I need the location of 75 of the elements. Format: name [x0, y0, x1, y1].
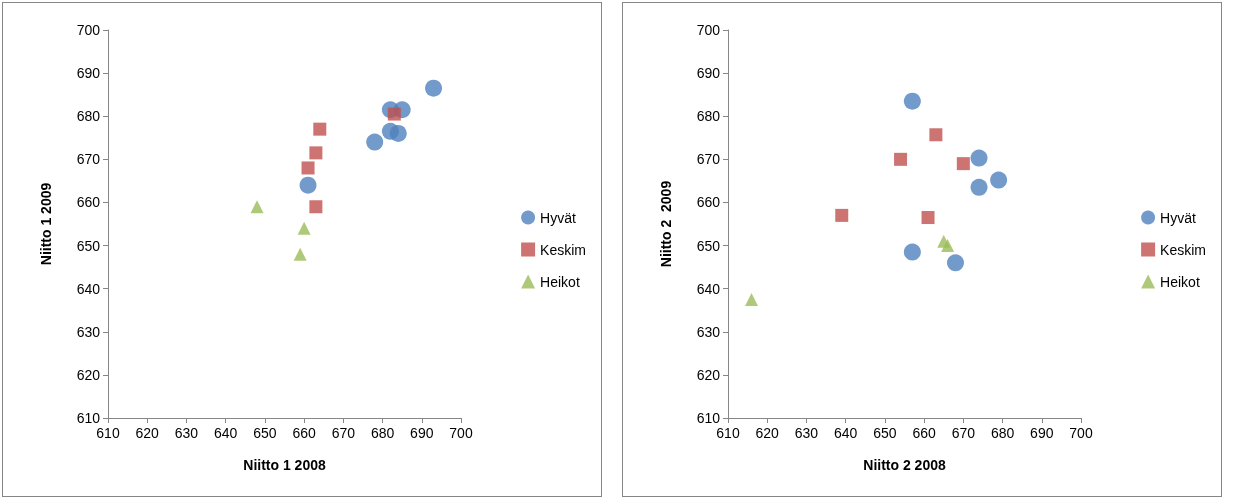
y-tick-label: 670	[76, 151, 101, 168]
x-tick-label: 650	[873, 425, 897, 441]
point	[366, 133, 384, 151]
point	[970, 149, 988, 167]
point	[947, 254, 964, 272]
x-tick-label: 660	[292, 425, 316, 441]
point	[970, 178, 988, 196]
x-tick-label: 630	[174, 425, 199, 441]
legend-label: Hyvät	[540, 209, 576, 226]
point	[309, 146, 323, 160]
point	[929, 128, 943, 142]
y-tick-label: 670	[696, 151, 721, 168]
x-tick-label: 690	[1030, 425, 1054, 441]
point	[921, 211, 935, 225]
legend-label: Keskim	[540, 241, 587, 258]
legend-label: Heikot	[1160, 273, 1200, 290]
y-tick-label: 620	[76, 366, 101, 383]
point	[250, 200, 264, 214]
x-tick-label: 620	[135, 425, 160, 441]
x-tick-label: 680	[370, 425, 395, 441]
x-tick-label: 700	[1069, 425, 1093, 441]
point	[745, 292, 759, 306]
x-tick-label: 630	[794, 425, 819, 441]
y-tick-label: 680	[76, 108, 101, 125]
x-tick-label: 670	[331, 425, 356, 441]
legend-label: Heikot	[540, 273, 580, 290]
legend-label: Keskim	[1160, 241, 1207, 258]
y-tick-label: 690	[76, 65, 101, 82]
y-tick-label: 700	[76, 22, 101, 38]
y-tick-label: 680	[696, 108, 721, 125]
x-tick-label: 690	[410, 425, 434, 441]
y-tick-label: 620	[696, 366, 721, 383]
y-tick-label: 640	[696, 280, 721, 297]
point	[297, 221, 311, 235]
x-tick-label: 680	[990, 425, 1015, 441]
point	[894, 152, 908, 166]
point	[956, 157, 970, 171]
x-axis-title: Niitto 2 2008	[863, 457, 946, 473]
y-tick-label: 630	[76, 323, 101, 340]
y-tick-label: 660	[76, 194, 101, 211]
x-axis-title: Niitto 1 2008	[243, 457, 326, 473]
point	[903, 92, 921, 110]
y-tick-label: 650	[76, 237, 101, 254]
x-tick-label: 640	[213, 425, 238, 441]
point	[299, 176, 317, 194]
point	[387, 107, 401, 121]
point	[941, 239, 955, 253]
y-tick-label: 610	[696, 410, 721, 426]
legend-label: Hyvät	[1160, 209, 1196, 226]
point	[903, 243, 921, 261]
y-tick-label: 650	[696, 237, 721, 254]
y-tick-label: 690	[696, 65, 721, 82]
point	[425, 79, 443, 97]
x-tick-label: 640	[833, 425, 858, 441]
x-tick-label: 620	[755, 425, 780, 441]
point	[301, 161, 315, 175]
x-tick-label: 700	[449, 425, 473, 441]
point	[990, 171, 1008, 189]
point	[389, 124, 407, 142]
x-tick-label: 670	[951, 425, 976, 441]
x-tick-label: 610	[96, 425, 120, 441]
y-tick-label: 610	[76, 410, 101, 426]
point	[835, 208, 849, 222]
y-tick-label: 700	[696, 22, 721, 38]
x-tick-label: 610	[716, 425, 740, 441]
point	[309, 200, 323, 214]
point	[313, 122, 327, 136]
y-tick-label: 640	[76, 280, 101, 297]
point	[293, 247, 307, 261]
y-axis-title: Niitto 1 2009	[38, 182, 54, 266]
x-tick-label: 660	[912, 425, 936, 441]
y-tick-label: 630	[696, 323, 721, 340]
y-axis-title: Niitto 2 2009	[658, 180, 674, 268]
y-tick-label: 660	[696, 194, 721, 211]
x-tick-label: 650	[253, 425, 277, 441]
